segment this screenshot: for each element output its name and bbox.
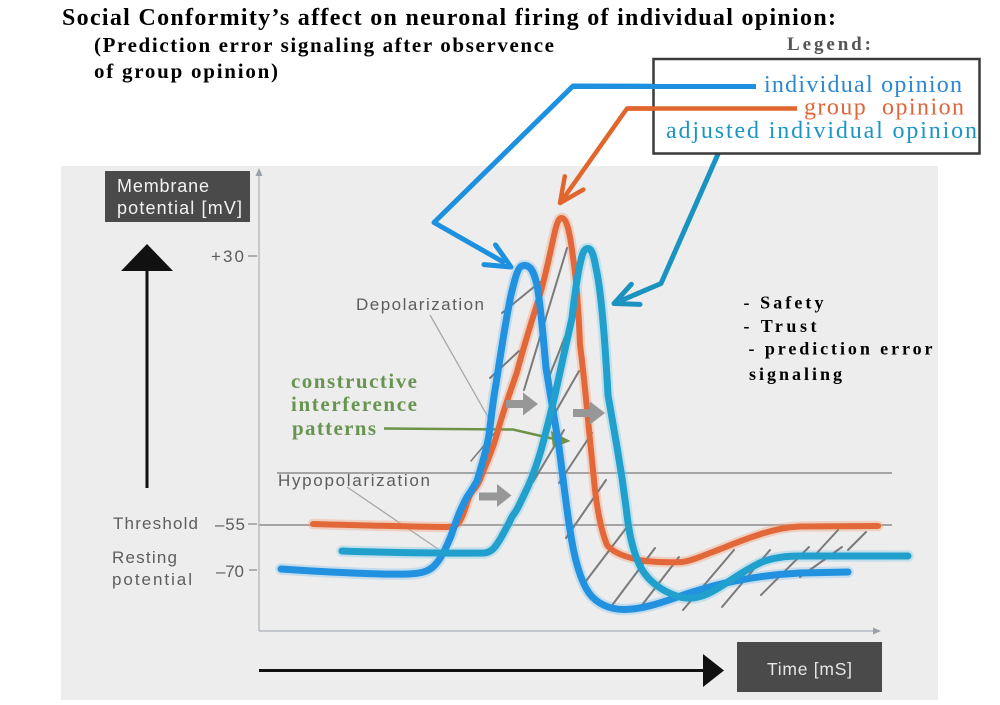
svg-text:patterns: patterns (292, 416, 376, 440)
svg-text:Resting: Resting (112, 548, 177, 567)
svg-text:potential [mV]: potential [mV] (117, 198, 242, 218)
svg-text:+30: +30 (211, 247, 244, 266)
svg-text:group opinion: group opinion (804, 95, 964, 121)
svg-text:constructive: constructive (291, 369, 417, 393)
svg-text:individual opinion: individual opinion (764, 72, 962, 98)
svg-text:Threshold: Threshold (113, 514, 198, 533)
svg-text:signaling: signaling (749, 364, 842, 384)
svg-text:Legend:: Legend: (787, 34, 871, 55)
svg-text:adjusted individual opinion: adjusted individual opinion (666, 118, 977, 144)
svg-text:potential: potential (112, 570, 192, 589)
svg-text:- prediction error: - prediction error (749, 339, 933, 359)
svg-text:Hypopolarization: Hypopolarization (278, 471, 430, 490)
svg-text:Time [mS]: Time [mS] (767, 659, 852, 679)
svg-text:Social Conformity’s affect on: Social Conformity’s affect on neuronal f… (62, 5, 836, 31)
svg-text:of group opinion): of group opinion) (94, 59, 278, 83)
svg-text:(Prediction error signaling af: (Prediction error signaling after observ… (94, 33, 554, 57)
svg-text:interference: interference (291, 392, 417, 416)
svg-text:Depolarization: Depolarization (356, 295, 484, 314)
svg-text:Membrane: Membrane (117, 176, 209, 196)
svg-text:- Trust: - Trust (744, 316, 817, 336)
svg-text:–70: –70 (216, 562, 244, 581)
svg-text:–55: –55 (215, 515, 245, 534)
